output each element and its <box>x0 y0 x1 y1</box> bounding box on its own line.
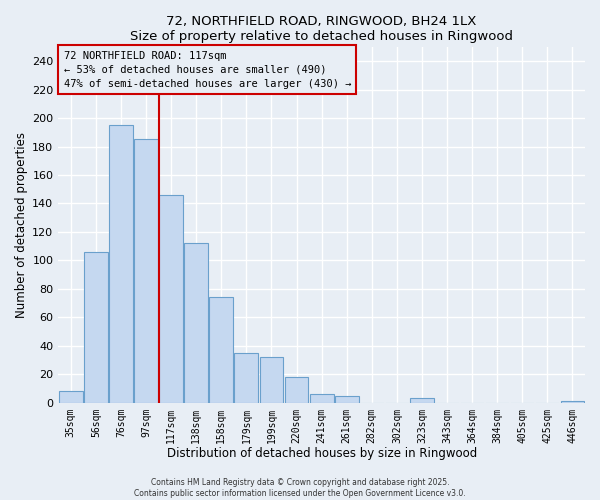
Bar <box>109 125 133 402</box>
Bar <box>260 357 283 403</box>
Bar <box>284 377 308 402</box>
Bar <box>410 398 434 402</box>
Y-axis label: Number of detached properties: Number of detached properties <box>15 132 28 318</box>
Bar <box>209 298 233 403</box>
Bar <box>310 394 334 402</box>
Bar <box>84 252 108 402</box>
Bar <box>335 396 359 402</box>
Bar <box>159 195 183 402</box>
Bar <box>184 244 208 402</box>
Title: 72, NORTHFIELD ROAD, RINGWOOD, BH24 1LX
Size of property relative to detached ho: 72, NORTHFIELD ROAD, RINGWOOD, BH24 1LX … <box>130 15 513 43</box>
Text: Contains HM Land Registry data © Crown copyright and database right 2025.
Contai: Contains HM Land Registry data © Crown c… <box>134 478 466 498</box>
Text: 72 NORTHFIELD ROAD: 117sqm
← 53% of detached houses are smaller (490)
47% of sem: 72 NORTHFIELD ROAD: 117sqm ← 53% of deta… <box>64 50 351 88</box>
Bar <box>134 140 158 402</box>
Bar <box>59 392 83 402</box>
X-axis label: Distribution of detached houses by size in Ringwood: Distribution of detached houses by size … <box>167 447 477 460</box>
Bar <box>235 353 259 403</box>
